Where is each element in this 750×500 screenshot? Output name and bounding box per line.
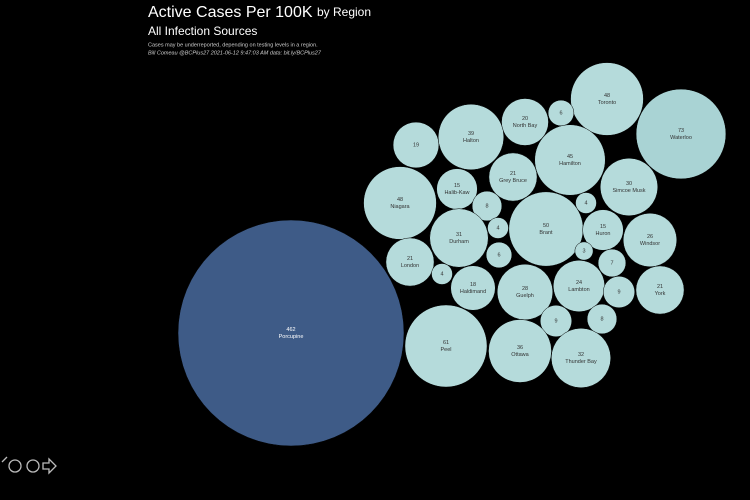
category-label: Guelph	[516, 293, 534, 299]
bubble	[622, 212, 678, 268]
category-label: Halton	[463, 138, 479, 144]
category-label: Ottawa	[511, 352, 529, 358]
value-label: 48	[397, 197, 403, 203]
value-label: 462	[286, 327, 295, 333]
bubble	[574, 241, 594, 261]
bubble	[582, 209, 624, 251]
value-label: 6	[559, 110, 562, 116]
bubble	[599, 157, 659, 217]
bubble	[501, 98, 549, 146]
value-label: 8	[600, 316, 603, 322]
value-label: 8	[485, 203, 488, 209]
value-label: 21	[407, 256, 413, 262]
value-label: 18	[470, 282, 476, 288]
value-label: 36	[517, 345, 523, 351]
subtitle: All Infection Sources	[148, 24, 257, 38]
title-suffix: by Region	[317, 5, 371, 19]
category-label: North Bay	[513, 123, 538, 129]
revert-icon[interactable]	[8, 459, 22, 473]
category-label: London	[401, 263, 419, 269]
value-label: 20	[522, 116, 528, 122]
bubble	[385, 237, 435, 287]
bubble	[488, 319, 552, 383]
bubble	[487, 217, 509, 239]
category-label: York	[655, 291, 666, 297]
value-label: 15	[600, 224, 606, 230]
bubble	[437, 103, 505, 171]
forward-icon[interactable]	[42, 457, 57, 475]
bubble	[602, 275, 636, 309]
value-label: 15	[454, 183, 460, 189]
value-label: 9	[554, 318, 557, 324]
value-label: 28	[522, 286, 528, 292]
value-label: 45	[567, 154, 573, 160]
credit: Bill Comeau @BCPlus27 2021-06-12 9:47:03…	[148, 50, 322, 56]
value-label: 61	[443, 340, 449, 346]
value-label: 4	[584, 200, 587, 206]
category-label: Niagara	[390, 204, 410, 210]
category-label: Brant	[539, 230, 553, 236]
category-label: Huron	[596, 231, 611, 237]
bubble	[534, 124, 606, 196]
category-label: Porcupine	[279, 334, 304, 340]
bubble	[539, 304, 573, 338]
bubble	[429, 208, 489, 268]
bubble	[471, 190, 503, 222]
value-label: 21	[657, 284, 663, 290]
toolbar[interactable]	[1, 456, 57, 475]
category-label: Windsor	[640, 241, 660, 247]
bubble	[570, 62, 644, 136]
bubble	[431, 263, 453, 285]
title-main: Active Cases Per 100K	[148, 4, 313, 21]
value-label: 32	[578, 352, 584, 358]
value-label: 48	[604, 93, 610, 99]
bubble	[363, 166, 437, 240]
value-label: 21	[510, 171, 516, 177]
category-label: Durham	[449, 239, 469, 245]
edit-icon[interactable]	[1, 456, 8, 463]
category-label: Hamilton	[559, 161, 581, 167]
category-label: Halib-Kaw	[444, 190, 469, 196]
category-label: Lambton	[568, 287, 589, 293]
category-label: Haldimand	[460, 289, 486, 295]
value-label: 73	[678, 128, 684, 134]
value-label: 3	[582, 248, 585, 254]
bubble	[450, 265, 496, 311]
value-label: 31	[456, 232, 462, 238]
bubble	[404, 304, 488, 388]
value-label: 4	[440, 271, 443, 277]
value-label: 9	[617, 289, 620, 295]
category-label: Simcoe Musk	[612, 188, 645, 194]
value-label: 39	[468, 131, 474, 137]
share-icon[interactable]	[26, 459, 40, 473]
bubble	[635, 88, 727, 180]
value-label: 24	[576, 280, 582, 286]
value-label: 19	[413, 142, 419, 148]
bubble	[488, 152, 538, 202]
bubble	[177, 219, 405, 447]
category-label: Toronto	[598, 100, 616, 106]
category-label: Grey Bruce	[499, 178, 527, 184]
chart-title: Active Cases Per 100K by Region	[148, 4, 371, 21]
bubble	[551, 328, 611, 388]
value-label: 26	[647, 234, 653, 240]
value-label: 6	[497, 252, 500, 258]
category-label: Peel	[440, 347, 451, 353]
bubble	[586, 303, 618, 335]
bubble	[485, 241, 513, 269]
note: Cases may be underreported, depending on…	[148, 42, 318, 48]
bubble	[575, 192, 597, 214]
value-label: 50	[543, 223, 549, 229]
value-label: 30	[626, 181, 632, 187]
category-label: Thunder Bay	[565, 359, 597, 365]
value-label: 7	[610, 260, 613, 266]
bubble	[597, 248, 627, 278]
category-label: Waterloo	[670, 135, 692, 141]
value-label: 4	[496, 225, 499, 231]
bubble	[635, 265, 685, 315]
